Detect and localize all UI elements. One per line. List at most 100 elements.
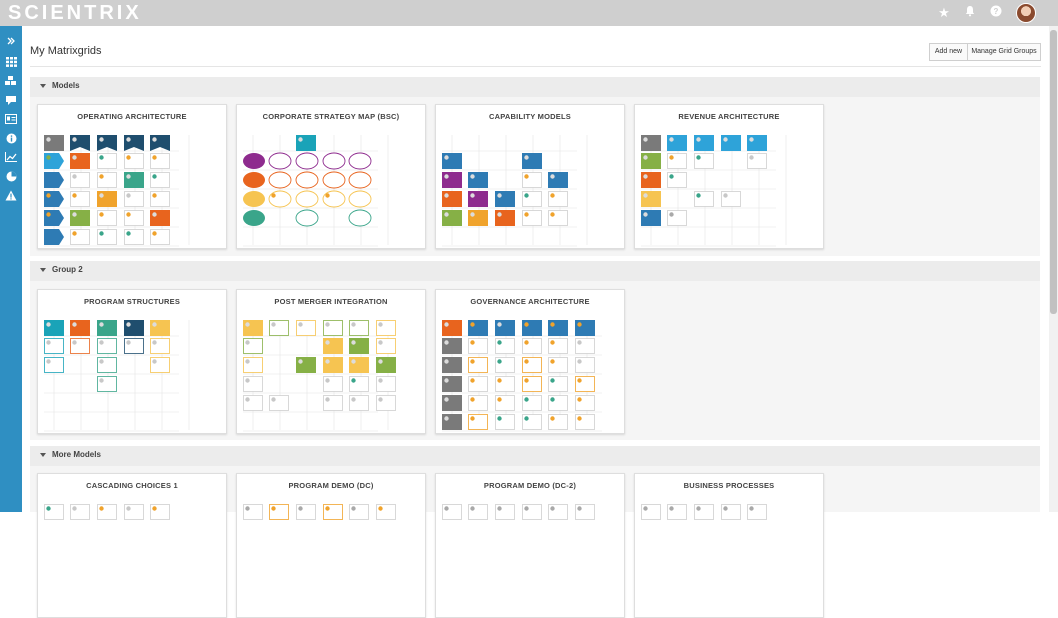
chart-icon[interactable] <box>4 150 18 164</box>
manage-grid-groups-button[interactable]: Manage Grid Groups <box>967 43 1041 61</box>
group-header-more-models[interactable]: More Models <box>30 446 1040 466</box>
matrix-cell <box>376 504 396 520</box>
collapse-caret-icon[interactable] <box>40 84 46 88</box>
grid-icon[interactable] <box>4 55 18 69</box>
grid-card-operating-architecture[interactable]: OPERATING ARCHITECTURE <box>37 104 227 249</box>
matrix-cell <box>548 395 568 411</box>
matrix-cell <box>495 338 515 354</box>
card-title: PROGRAM STRUCTURES <box>83 297 181 306</box>
matrix-cell <box>97 320 117 336</box>
matrix-cell <box>44 338 64 354</box>
id-card-icon[interactable] <box>4 112 18 126</box>
grid-card-business-processes[interactable]: BUSINESS PROCESSES <box>634 473 824 618</box>
matrix-cell <box>575 376 595 392</box>
matrix-cell <box>349 376 369 392</box>
matrix-cell <box>124 210 144 226</box>
matrix-cell <box>468 414 488 430</box>
matrix-cell <box>296 357 316 373</box>
matrix-cell <box>44 135 64 151</box>
card-title: CAPABILITY MODELS <box>489 112 571 121</box>
expand-icon[interactable] <box>4 34 18 48</box>
map-icon[interactable] <box>4 93 18 107</box>
matrix-cell <box>721 191 741 207</box>
grid-card-cascading-choices-1[interactable]: CASCADING CHOICES 1 <box>37 473 227 618</box>
matrix-cell <box>70 191 90 207</box>
app-logo[interactable]: SCIENTRIX <box>8 2 142 24</box>
layers-icon[interactable] <box>4 74 18 88</box>
scrollbar[interactable] <box>1049 26 1058 512</box>
matrix-cell <box>323 376 343 392</box>
matrix-cell <box>243 357 263 373</box>
matrix-cell <box>70 504 90 520</box>
matrix-cell <box>442 357 462 373</box>
matrix-cell <box>269 395 289 411</box>
matrix-cell <box>150 210 170 226</box>
matrix-cell <box>70 172 90 188</box>
matrix-cell <box>243 191 265 207</box>
matrix-cell <box>124 172 144 188</box>
matrix-cell <box>522 338 542 354</box>
help-icon[interactable]: ? <box>988 5 1004 21</box>
matrix-cell <box>522 414 542 430</box>
sidebar <box>0 26 22 512</box>
collapse-caret-icon[interactable] <box>40 268 46 272</box>
grid-card-post-merger-integration[interactable]: POST MERGER INTEGRATION <box>236 289 426 434</box>
group-title: Models <box>52 81 80 90</box>
matrix-cell <box>667 153 687 169</box>
matrix-cell <box>243 153 265 169</box>
grid-card-capability-models[interactable]: CAPABILITY MODELS <box>435 104 625 249</box>
card-title: PROGRAM DEMO (DC-2) <box>483 481 577 490</box>
group-header-models[interactable]: Models <box>30 77 1040 97</box>
top-bar: SCIENTRIX ★ ? <box>0 0 1058 26</box>
matrix-cell <box>641 172 661 188</box>
matrix-cell <box>269 504 289 520</box>
matrix-thumbnail <box>442 504 595 520</box>
matrix-cell <box>522 357 542 373</box>
matrix-cell <box>641 504 661 520</box>
matrix-cell <box>97 172 117 188</box>
grid-card-program-demo-dc-2[interactable]: PROGRAM DEMO (DC-2) <box>435 473 625 618</box>
grid-card-corporate-strategy-map[interactable]: CORPORATE STRATEGY MAP (BSC) <box>236 104 426 249</box>
pie-icon[interactable] <box>4 169 18 183</box>
matrix-cell <box>747 135 767 151</box>
matrix-cell <box>97 153 117 169</box>
matrix-cell <box>575 320 595 336</box>
matrix-cell <box>323 504 343 520</box>
matrix-cell <box>97 357 117 373</box>
matrix-cell <box>548 338 568 354</box>
matrix-cell <box>124 338 144 354</box>
matrix-cell <box>442 376 462 392</box>
matrix-cell <box>548 191 568 207</box>
matrix-cell <box>442 338 462 354</box>
matrix-cell <box>44 210 64 226</box>
group-header-group-2[interactable]: Group 2 <box>30 261 1040 281</box>
matrix-cell <box>150 153 170 169</box>
info-icon[interactable] <box>4 131 18 145</box>
matrix-thumbnail <box>243 320 396 432</box>
grid-card-program-demo-dc[interactable]: PROGRAM DEMO (DC) <box>236 473 426 618</box>
matrix-thumbnail <box>44 504 170 520</box>
collapse-caret-icon[interactable] <box>40 453 46 457</box>
matrix-cell <box>349 338 369 354</box>
matrix-cell <box>150 320 170 336</box>
matrix-cell <box>243 376 263 392</box>
grid-card-program-structures[interactable]: PROGRAM STRUCTURES <box>37 289 227 434</box>
matrix-cell <box>548 504 568 520</box>
bell-icon[interactable] <box>962 5 978 21</box>
user-avatar[interactable] <box>1016 3 1036 23</box>
scrollbar-thumb[interactable] <box>1050 30 1057 314</box>
matrix-cell <box>150 229 170 245</box>
matrix-cell <box>349 395 369 411</box>
matrix-cell <box>721 135 741 151</box>
matrix-cell <box>667 504 687 520</box>
grid-card-revenue-architecture[interactable]: REVENUE ARCHITECTURE <box>634 104 824 249</box>
matrix-cell <box>667 135 687 151</box>
grid-lines <box>442 135 588 247</box>
matrix-cell <box>44 153 64 169</box>
add-new-button[interactable]: Add new <box>929 43 968 61</box>
matrix-cell <box>323 395 343 411</box>
star-icon[interactable]: ★ <box>938 5 950 20</box>
warning-icon[interactable] <box>4 188 18 202</box>
grid-card-governance-architecture[interactable]: GOVERNANCE ARCHITECTURE <box>435 289 625 434</box>
matrix-thumbnail <box>641 504 767 520</box>
